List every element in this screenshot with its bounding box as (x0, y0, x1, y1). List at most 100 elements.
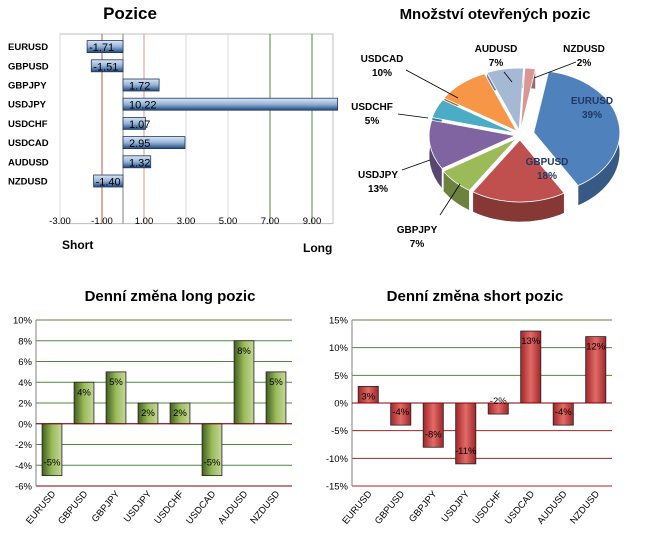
pie-label: USDCHF (351, 102, 393, 113)
pie-leader-line (503, 71, 513, 83)
data-label: 2% (141, 408, 155, 419)
y-tick-label: 10% (13, 316, 33, 327)
pie-percent: 7% (489, 58, 504, 69)
y-tick-label: 5% (334, 371, 348, 382)
category-label: GBPUSD (8, 61, 49, 72)
data-label: 12% (586, 342, 606, 353)
pie-slice (472, 139, 565, 203)
category-label: USDCAD (8, 138, 49, 149)
x-category-label: USDJPY (440, 488, 473, 524)
y-tick-label: 0% (18, 419, 32, 430)
data-label: 1.72 (129, 81, 150, 93)
pie-percent: 13% (368, 184, 388, 195)
category-label: USDJPY (8, 100, 47, 111)
y-tick-label: -2% (15, 440, 32, 451)
x-category-label: USDCAD (503, 489, 537, 527)
chart-title-short: Denní změna short pozic (386, 288, 564, 305)
bar (90, 59, 124, 73)
pie-slice-group (520, 67, 536, 131)
pie-slice (442, 138, 517, 191)
pie-slice-group (443, 73, 518, 133)
x-category-label: EURUSD (340, 489, 374, 527)
pie-leader-line (405, 69, 459, 99)
data-label: -4% (555, 407, 572, 418)
data-label: 2.95 (129, 138, 150, 150)
data-label: 5% (269, 377, 283, 388)
data-label: -5% (204, 458, 221, 469)
pie-leader-line (533, 61, 577, 79)
pie-percent: 2% (577, 58, 592, 69)
data-label: -5% (44, 458, 61, 469)
x-category-label: USDCHF (471, 489, 505, 527)
pie-slice-group (431, 99, 516, 134)
x-tick-label: 3.00 (177, 216, 196, 227)
data-label: 8% (237, 346, 251, 357)
chart-title-pozice: Pozice (103, 4, 157, 23)
data-label: -1.40 (96, 177, 121, 189)
x-category-label: GBPUSD (373, 489, 407, 527)
data-label: 1.07 (129, 119, 150, 131)
pie-leader-line (439, 183, 461, 216)
short-label: Short (62, 238, 94, 252)
bar (122, 136, 186, 150)
data-label: -2% (490, 396, 507, 407)
pie-slice-group (533, 70, 621, 187)
data-label: -1.71 (89, 42, 114, 54)
bar (122, 117, 146, 130)
x-category-label: AUDUSD (535, 489, 569, 527)
category-label: USDCHF (8, 119, 48, 130)
pie-percent: 18% (537, 171, 557, 182)
pie-slice-group (428, 119, 517, 169)
pie-slice-group (472, 139, 565, 203)
chart-title-long: Denní změna long pozic (84, 288, 256, 305)
chart-title-mnozstvi: Množství otevřených pozic (399, 6, 591, 23)
y-tick-label: 6% (18, 357, 32, 368)
y-tick-label: -6% (15, 482, 32, 493)
pie-label: GBPJPY (397, 225, 438, 236)
bar (422, 402, 444, 448)
pie-slice (520, 67, 536, 131)
data-label: 3% (361, 391, 375, 402)
pie-slice (443, 73, 518, 133)
pie-slice (431, 99, 516, 134)
x-category-label: NZDUSD (568, 489, 602, 526)
y-tick-label: -10% (326, 454, 349, 465)
bar (122, 155, 152, 169)
category-label: EURUSD (8, 42, 48, 53)
bar (86, 40, 124, 53)
pie-slice-group (486, 67, 524, 132)
y-tick-label: 2% (18, 399, 32, 410)
pie-slice (428, 119, 517, 169)
data-label: 10.22 (129, 100, 157, 112)
data-label: 4% (77, 387, 91, 398)
data-label: -8% (425, 429, 442, 440)
x-tick-label: 5.00 (219, 216, 238, 227)
x-tick-label: -3.00 (49, 216, 71, 227)
pie-label: USDCAD (361, 54, 404, 65)
x-tick-label: -1.00 (91, 216, 113, 227)
category-label: NZDUSD (8, 177, 48, 188)
x-tick-label: 9.00 (303, 216, 322, 227)
pie-percent: 7% (410, 239, 425, 250)
long-label: Long (303, 241, 333, 255)
data-label: 13% (521, 336, 541, 347)
data-label: 2% (173, 408, 187, 419)
y-tick-label: 15% (329, 316, 349, 327)
pie-percent: 39% (582, 110, 602, 121)
category-label: GBPJPY (8, 81, 47, 92)
pie-slice (533, 70, 621, 187)
category-label: AUDUSD (8, 157, 49, 168)
y-tick-label: -15% (326, 482, 349, 493)
data-label: -1.51 (93, 61, 118, 73)
data-label: 1.32 (129, 157, 150, 169)
pie-slice-group (442, 138, 517, 191)
x-category-label: GBPJPY (407, 488, 440, 524)
pie-percent: 10% (372, 68, 392, 79)
pie-label: NZDUSD (563, 44, 605, 55)
y-tick-label: -5% (331, 426, 348, 437)
pie-label: GBPUSD (526, 157, 569, 168)
